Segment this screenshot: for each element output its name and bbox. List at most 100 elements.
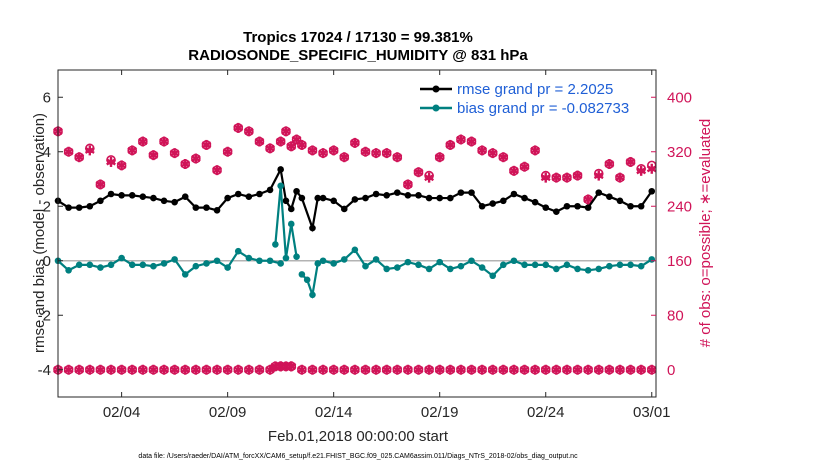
- y-right-tick-label: 320: [667, 144, 692, 161]
- obs-evaluated-marker: [466, 136, 477, 147]
- x-axis-label: Feb.01,2018 00:00:00 start: [268, 428, 449, 445]
- rmse-point: [86, 202, 94, 210]
- bias-point: [478, 264, 486, 271]
- obs-evaluated-marker: [551, 172, 562, 183]
- bias-point: [272, 241, 279, 248]
- bias-point: [489, 272, 497, 280]
- bias-point: [224, 264, 231, 271]
- bias-point: [531, 261, 539, 269]
- rmse-point: [139, 193, 147, 201]
- obs-evaluated-zero-marker: [148, 364, 159, 375]
- y-tick-label: 0: [43, 253, 51, 270]
- obs-evaluated-marker: [349, 137, 360, 148]
- obs-evaluated-zero-marker: [169, 364, 180, 375]
- bias-point: [595, 265, 603, 273]
- obs-evaluated-marker: [212, 165, 222, 176]
- legend-bias-label: bias grand pr = -0.082733: [457, 100, 629, 117]
- obs-evaluated-marker: [519, 161, 530, 172]
- obs-evaluated-zero-marker: [636, 364, 647, 375]
- bias-point: [415, 261, 422, 269]
- bias-point: [282, 254, 290, 262]
- bias-point: [340, 256, 348, 263]
- obs-evaluated-zero-marker: [371, 364, 382, 375]
- obs-evaluated-zero-marker: [222, 364, 233, 375]
- legend-rmse-label: rmse grand pr = 2.2025: [457, 81, 613, 98]
- obs-evaluated-zero-marker: [307, 364, 318, 375]
- obs-evaluated-marker: [190, 153, 201, 164]
- y-right-tick-label: 240: [667, 198, 692, 215]
- bias-point: [383, 265, 390, 273]
- obs-evaluated-marker: [572, 170, 583, 181]
- rmse-point: [330, 197, 337, 205]
- obs-evaluated-marker: [286, 141, 297, 152]
- rmse-point: [118, 192, 125, 199]
- rmse-point: [616, 197, 624, 205]
- obs-evaluated-marker: [381, 148, 392, 159]
- rmse-point: [351, 196, 359, 203]
- obs-evaluated-marker: [445, 139, 456, 150]
- axis-ticks: 02/04 02/09 02/14 02/19 02/24 03/01 -4 -2 0 2 4 6 0 8…: [38, 70, 692, 421]
- rmse-point: [213, 207, 221, 214]
- obs-evaluated-zero-marker: [519, 364, 530, 375]
- obs-evaluated-marker: [615, 172, 625, 183]
- bias-point: [213, 257, 221, 265]
- plot-frame: [57, 69, 657, 398]
- obs-evaluated-marker: [593, 170, 604, 181]
- obs-evaluated-zero-marker: [243, 364, 254, 375]
- obs-evaluated-zero-marker: [190, 364, 201, 375]
- rmse-point: [287, 205, 295, 213]
- obs-evaluated-zero-marker: [615, 364, 625, 375]
- bias-point: [425, 265, 433, 273]
- obs-evaluated-zero-marker: [63, 364, 74, 375]
- rmse-point: [606, 193, 613, 201]
- rmse-point: [436, 194, 444, 202]
- obs-evaluated-zero-marker: [254, 364, 265, 375]
- x-tick-label: 02/14: [315, 404, 353, 421]
- obs-evaluated-zero-marker: [551, 364, 562, 375]
- obs-evaluated-marker: [424, 172, 435, 183]
- obs-evaluated-marker: [95, 179, 106, 190]
- obs-evaluated-zero-marker: [540, 364, 551, 375]
- bias-point: [553, 265, 560, 273]
- obs-evaluated-zero-marker: [498, 364, 509, 375]
- chart-title-line1: Tropics 17024 / 17130 = 99.381%: [243, 29, 473, 46]
- rmse-point: [203, 204, 210, 211]
- rmse-point: [107, 190, 115, 198]
- obs-evaluated-zero-marker: [233, 364, 244, 375]
- bias-point: [139, 261, 147, 269]
- obs-evaluated-marker: [116, 160, 127, 171]
- rmse-point: [372, 190, 380, 198]
- rmse-point: [314, 194, 322, 202]
- rmse-point: [500, 197, 507, 205]
- obs-evaluated-zero-marker: [159, 364, 169, 375]
- y-axis-label-right: # of obs: o=possible; ∗=evaluated: [697, 119, 714, 348]
- y-axis-label-left: rmse and bias (model - observation): [31, 113, 48, 353]
- obs-evaluated-marker: [106, 156, 116, 167]
- obs-evaluated-zero-marker: [604, 364, 615, 375]
- obs-evaluated-marker: [254, 136, 265, 147]
- rmse-point: [553, 208, 560, 215]
- rmse-point: [637, 202, 645, 210]
- obs-evaluated-zero-marker: [180, 364, 191, 375]
- rmse-point: [648, 187, 656, 195]
- rmse-point: [298, 194, 306, 202]
- obs-evaluated-marker: [540, 172, 551, 183]
- rmse-point: [245, 193, 253, 201]
- rmse-point: [489, 200, 497, 207]
- rmse-point: [521, 194, 528, 202]
- bias-point: [287, 220, 295, 228]
- obs-evaluated-marker: [477, 145, 488, 156]
- obs-evaluated-zero-marker: [201, 364, 212, 375]
- bias-point: [171, 256, 178, 263]
- bias-point: [160, 260, 168, 267]
- obs-evaluated-zero-marker: [381, 364, 392, 375]
- obs-evaluated-zero-marker: [487, 364, 498, 375]
- rmse-point: [425, 194, 433, 202]
- bias-line-segment: [301, 263, 319, 300]
- bias-point: [648, 256, 656, 263]
- obs-evaluated-marker: [307, 145, 318, 156]
- rmse-point: [478, 202, 486, 210]
- y-tick-label: -2: [38, 307, 51, 324]
- obs-evaluated-marker: [74, 152, 85, 163]
- y-tick-label: 2: [43, 198, 51, 215]
